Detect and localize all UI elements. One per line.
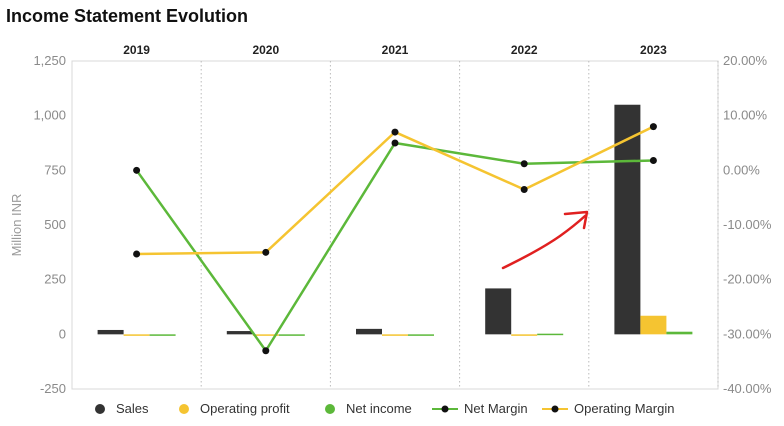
point-net-margin [133, 166, 141, 174]
point-net-margin [391, 139, 399, 147]
legend-label-sales: Sales [116, 401, 149, 416]
category-label: 2020 [252, 43, 279, 57]
line-net-margin [135, 141, 654, 352]
point-operating-margin [391, 128, 399, 136]
legend-swatch-net-income [325, 404, 335, 414]
bar-operating-profit [252, 334, 279, 336]
category-label: 2019 [123, 43, 150, 57]
legend-label-operating-margin: Operating Margin [574, 401, 674, 416]
y2-tick-label: 20.00% [723, 53, 768, 68]
legend-swatch-operating-profit [179, 404, 189, 414]
y-tick-label: -250 [40, 381, 66, 396]
bar-operating-profit [511, 334, 538, 336]
y-tick-label: 1,000 [33, 108, 66, 123]
y-tick-label: 750 [44, 162, 66, 177]
bar-sales [485, 288, 512, 335]
y-tick-label: 250 [44, 272, 66, 287]
annotation-arrow-shaft [501, 214, 587, 270]
y-axis-label: Million INR [9, 194, 24, 257]
annotation-arrow-head [563, 210, 589, 230]
y2-tick-label: -20.00% [723, 272, 772, 287]
category-label: 2021 [382, 43, 409, 57]
bar-net-income [278, 334, 305, 336]
chart-title: Income Statement Evolution [6, 6, 249, 26]
y-tick-label: 500 [44, 217, 66, 232]
bar-operating-profit [123, 334, 150, 336]
y-tick-label: 0 [59, 326, 66, 341]
category-label: 2022 [511, 43, 538, 57]
y2-tick-label: -10.00% [723, 217, 772, 232]
point-operating-margin [520, 185, 528, 193]
legend-label-operating-profit: Operating profit [200, 401, 290, 416]
bar-sales [97, 329, 124, 335]
bar-sales [226, 331, 253, 335]
point-net-margin [649, 156, 657, 164]
bar-net-income [149, 334, 176, 336]
y-tick-label: 1,250 [33, 53, 66, 68]
bar-net-income [666, 331, 693, 335]
legend-label-net-margin: Net Margin [464, 401, 528, 416]
point-operating-margin [133, 250, 141, 258]
point-net-margin [520, 160, 528, 168]
y2-tick-label: 0.00% [723, 162, 760, 177]
legend-marker-net-margin [441, 405, 449, 413]
legend-marker-operating-margin [551, 405, 559, 413]
bar-sales [356, 328, 382, 335]
bar-net-income [537, 333, 564, 336]
y2-tick-label: -40.00% [723, 381, 772, 396]
bar-operating-profit [640, 315, 667, 335]
legend-label-net-income: Net income [346, 401, 412, 416]
category-label: 2023 [640, 43, 667, 57]
y2-tick-label: -30.00% [723, 326, 772, 341]
y2-tick-label: 10.00% [723, 108, 768, 123]
point-operating-margin [262, 248, 270, 256]
point-net-margin [262, 347, 270, 355]
legend-swatch-sales [95, 404, 105, 414]
point-operating-margin [649, 123, 657, 131]
bar-operating-profit [382, 334, 408, 336]
bar-net-income [408, 334, 434, 336]
